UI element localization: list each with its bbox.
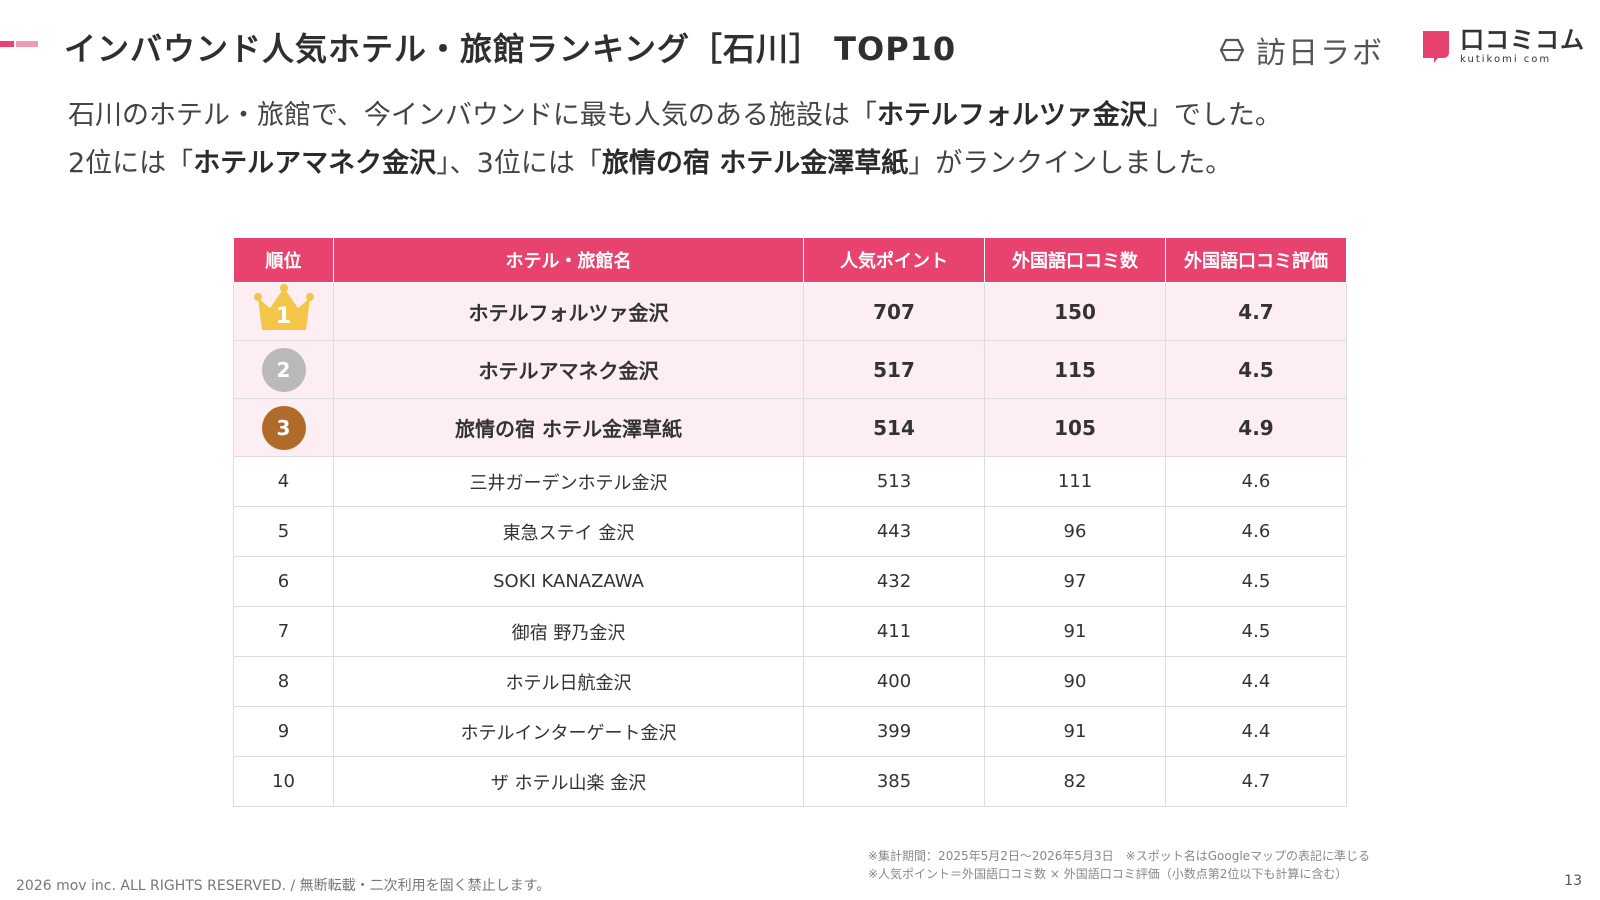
table-row: 3 旅情の宿 ホテル金澤草紙 514 105 4.9 (233, 398, 1347, 457)
summary-line-2: 2位には「ホテルアマネク金沢」、3位には「旅情の宿 ホテル金澤草紙」がランクイン… (68, 148, 1233, 179)
rank-cell: 3 (233, 398, 334, 457)
hotel-name-cell: ホテルフォルツァ金沢 (333, 282, 804, 341)
kuchikomi-com-logo: 口コミコム kutikomi com (1420, 28, 1585, 65)
copyright: 2026 mov inc. ALL RIGHTS RESERVED. / 無断転… (16, 878, 551, 894)
review-count-cell: 82 (984, 756, 1166, 807)
table-row: 1 ホテルフォルツァ金沢 707 150 4.7 (233, 282, 1347, 341)
speech-bubble-icon (1423, 31, 1449, 63)
summary-line-1: 石川のホテル・旅館で、今インバウンドに最も人気のある施設は「ホテルフォルツァ金沢… (68, 100, 1282, 131)
table-row: 7 御宿 野乃金沢 411 91 4.5 (233, 606, 1347, 657)
rating-cell: 4.5 (1165, 556, 1347, 607)
top-hotel-name: ホテルフォルツァ金沢 (876, 100, 1147, 131)
houjin-lab-name: 訪日ラボ (1256, 36, 1384, 71)
table-row: 10 ザ ホテル山楽 金沢 385 82 4.7 (233, 756, 1347, 807)
hotel-name-cell: 三井ガーデンホテル金沢 (333, 456, 804, 507)
header-hotel-name: ホテル・旅館名 (333, 237, 804, 283)
points-cell: 432 (803, 556, 985, 607)
points-cell: 514 (803, 398, 985, 457)
rank-cell: 1 (233, 282, 334, 341)
kuchikomi-com-name: 口コミコム (1460, 26, 1585, 54)
review-count-cell: 115 (984, 340, 1166, 399)
points-cell: 513 (803, 456, 985, 507)
points-cell: 517 (803, 340, 985, 399)
houjin-lab-icon (1219, 38, 1245, 62)
rank-cell: 9 (233, 706, 334, 757)
rank-cell: 7 (233, 606, 334, 657)
table-row: 8 ホテル日航金沢 400 90 4.4 (233, 656, 1347, 707)
hotel-name-cell: ザ ホテル山楽 金沢 (333, 756, 804, 807)
silver-medal-icon: 2 (261, 347, 306, 392)
header-foreign-review-rating: 外国語口コミ評価 (1165, 237, 1347, 283)
rating-cell: 4.4 (1165, 656, 1347, 707)
ranking-table: 順位 ホテル・旅館名 人気ポイント 外国語口コミ数 外国語口コミ評価 1 ホ (233, 237, 1347, 807)
points-cell: 443 (803, 506, 985, 557)
table-header-row: 順位 ホテル・旅館名 人気ポイント 外国語口コミ数 外国語口コミ評価 (233, 237, 1347, 283)
page-title: インバウンド人気ホテル・旅館ランキング［石川］ TOP10 (64, 30, 957, 68)
hotel-name-cell: 東急ステイ 金沢 (333, 506, 804, 557)
hotel-name-cell: ホテルインターゲート金沢 (333, 706, 804, 757)
table-row: 4 三井ガーデンホテル金沢 513 111 4.6 (233, 456, 1347, 507)
review-count-cell: 91 (984, 706, 1166, 757)
rating-cell: 4.6 (1165, 456, 1347, 507)
points-cell: 400 (803, 656, 985, 707)
points-cell: 399 (803, 706, 985, 757)
table-row: 6 SOKI KANAZAWA 432 97 4.5 (233, 556, 1347, 607)
points-cell: 411 (803, 606, 985, 657)
rank-cell: 8 (233, 656, 334, 707)
hotel-name-cell: SOKI KANAZAWA (333, 556, 804, 607)
footnote-points-formula: ※人気ポイント＝外国語口コミ数 × 外国語口コミ評価（小数点第2位以下も計算に含… (868, 867, 1348, 881)
review-count-cell: 96 (984, 506, 1166, 557)
footnotes: ※集計期間：2025年5月2日〜2026年5月3日 ※スポット名はGoogleマ… (868, 847, 1370, 883)
hotel-name-cell: ホテル日航金沢 (333, 656, 804, 707)
review-count-cell: 91 (984, 606, 1166, 657)
rating-cell: 4.7 (1165, 282, 1347, 341)
rating-cell: 4.5 (1165, 606, 1347, 657)
review-count-cell: 97 (984, 556, 1166, 607)
houjin-lab-logo: 訪日ラボ (1216, 28, 1384, 72)
hotel-name-cell: 御宿 野乃金沢 (333, 606, 804, 657)
review-count-cell: 105 (984, 398, 1166, 457)
title-accent-bar (0, 41, 38, 47)
header-foreign-review-count: 外国語口コミ数 (984, 237, 1166, 283)
rating-cell: 4.7 (1165, 756, 1347, 807)
points-cell: 707 (803, 282, 985, 341)
rank-cell: 4 (233, 456, 334, 507)
second-hotel-name: ホテルアマネク金沢 (193, 148, 437, 179)
rank-cell: 5 (233, 506, 334, 557)
footnote-period: ※集計期間：2025年5月2日〜2026年5月3日 ※スポット名はGoogleマ… (868, 849, 1371, 863)
rating-cell: 4.4 (1165, 706, 1347, 757)
summary-text: 石川のホテル・旅館で、今インバウンドに最も人気のある施設は「ホテルフォルツァ金沢… (68, 92, 1282, 188)
hotel-name-cell: ホテルアマネク金沢 (333, 340, 804, 399)
points-cell: 385 (803, 756, 985, 807)
table-row: 5 東急ステイ 金沢 443 96 4.6 (233, 506, 1347, 557)
rank-cell: 6 (233, 556, 334, 607)
header-rank: 順位 (233, 237, 334, 283)
gold-crown-icon: 1 (252, 284, 316, 334)
hotel-name-cell: 旅情の宿 ホテル金澤草紙 (333, 398, 804, 457)
review-count-cell: 111 (984, 456, 1166, 507)
rating-cell: 4.6 (1165, 506, 1347, 557)
rating-cell: 4.5 (1165, 340, 1347, 399)
rank-number: 1 (275, 304, 292, 329)
review-count-cell: 90 (984, 656, 1166, 707)
third-hotel-name: 旅情の宿 ホテル金澤草紙 (601, 148, 909, 179)
header-popularity-points: 人気ポイント (803, 237, 985, 283)
table-row: 2 ホテルアマネク金沢 517 115 4.5 (233, 340, 1347, 399)
rank-cell: 10 (233, 756, 334, 807)
rank-cell: 2 (233, 340, 334, 399)
bronze-medal-icon: 3 (261, 405, 306, 450)
review-count-cell: 150 (984, 282, 1166, 341)
table-row: 9 ホテルインターゲート金沢 399 91 4.4 (233, 706, 1347, 757)
rating-cell: 4.9 (1165, 398, 1347, 457)
page-number: 13 (1564, 873, 1582, 889)
kuchikomi-com-romaji: kutikomi com (1460, 54, 1552, 65)
